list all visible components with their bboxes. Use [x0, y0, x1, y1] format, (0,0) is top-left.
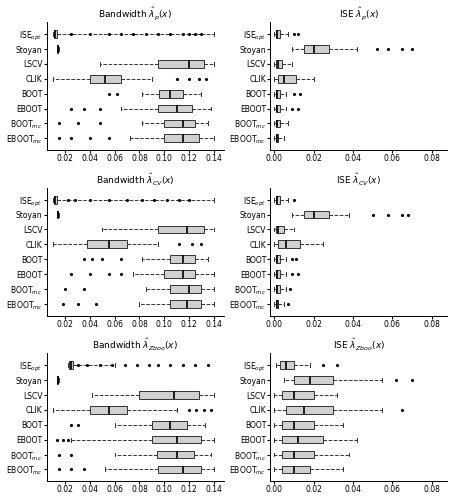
PathPatch shape: [158, 226, 204, 234]
PathPatch shape: [87, 240, 127, 248]
PathPatch shape: [54, 30, 57, 38]
PathPatch shape: [278, 75, 296, 82]
Title: Bandwidth $\hat{\lambda}_{Zboo}(x)$: Bandwidth $\hat{\lambda}_{Zboo}(x)$: [92, 337, 178, 353]
PathPatch shape: [164, 134, 199, 142]
Title: ISE $\hat{\lambda}_p(x)$: ISE $\hat{\lambda}_p(x)$: [339, 6, 379, 22]
PathPatch shape: [54, 196, 57, 203]
PathPatch shape: [276, 90, 280, 98]
PathPatch shape: [276, 256, 280, 263]
PathPatch shape: [57, 210, 58, 218]
PathPatch shape: [152, 421, 187, 428]
PathPatch shape: [282, 436, 323, 444]
Title: ISE $\hat{\lambda}_{Zboo}(x)$: ISE $\hat{\lambda}_{Zboo}(x)$: [333, 337, 385, 353]
PathPatch shape: [276, 270, 280, 278]
PathPatch shape: [57, 376, 58, 384]
PathPatch shape: [276, 104, 280, 112]
PathPatch shape: [90, 75, 121, 82]
PathPatch shape: [276, 226, 284, 234]
PathPatch shape: [57, 45, 58, 53]
PathPatch shape: [170, 285, 202, 293]
PathPatch shape: [159, 90, 183, 98]
PathPatch shape: [282, 466, 310, 473]
PathPatch shape: [158, 60, 204, 68]
PathPatch shape: [276, 300, 278, 308]
PathPatch shape: [282, 450, 313, 458]
PathPatch shape: [280, 362, 294, 369]
PathPatch shape: [294, 376, 333, 384]
PathPatch shape: [276, 285, 280, 293]
PathPatch shape: [140, 391, 199, 399]
PathPatch shape: [152, 436, 202, 444]
PathPatch shape: [158, 466, 202, 473]
PathPatch shape: [276, 60, 282, 68]
PathPatch shape: [164, 120, 195, 128]
PathPatch shape: [304, 210, 329, 218]
PathPatch shape: [170, 300, 202, 308]
PathPatch shape: [157, 450, 194, 458]
PathPatch shape: [276, 120, 280, 128]
PathPatch shape: [164, 270, 195, 278]
PathPatch shape: [170, 256, 195, 263]
Title: Bandwidth $\hat{\lambda}_p(x)$: Bandwidth $\hat{\lambda}_p(x)$: [98, 6, 172, 22]
PathPatch shape: [286, 406, 333, 414]
Title: ISE $\hat{\lambda}_{CV}(x)$: ISE $\hat{\lambda}_{CV}(x)$: [337, 172, 381, 188]
Title: Bandwidth $\hat{\lambda}_{CV}(x)$: Bandwidth $\hat{\lambda}_{CV}(x)$: [96, 172, 174, 188]
PathPatch shape: [282, 421, 313, 428]
PathPatch shape: [69, 362, 72, 369]
PathPatch shape: [282, 391, 313, 399]
PathPatch shape: [276, 134, 278, 142]
PathPatch shape: [278, 240, 300, 248]
PathPatch shape: [276, 30, 280, 38]
PathPatch shape: [304, 45, 329, 53]
PathPatch shape: [276, 196, 280, 203]
PathPatch shape: [90, 406, 127, 414]
PathPatch shape: [158, 104, 192, 112]
